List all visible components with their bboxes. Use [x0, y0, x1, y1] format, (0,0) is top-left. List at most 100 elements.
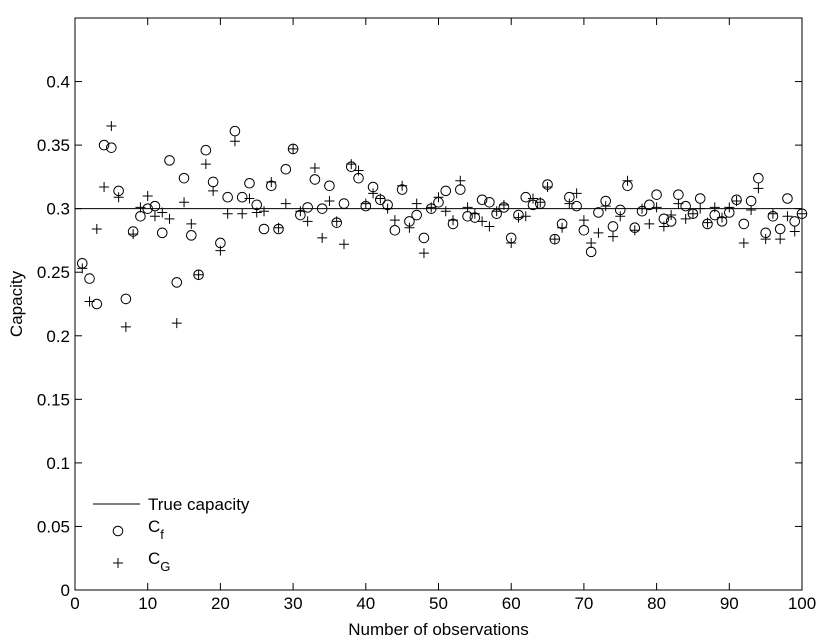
data-point-plus	[564, 198, 575, 209]
data-point-circle	[229, 125, 241, 137]
data-point-plus	[462, 202, 473, 213]
legend-label-true-capacity: True capacity	[148, 495, 250, 514]
data-point-plus	[506, 237, 517, 248]
data-point-circle	[389, 224, 401, 236]
y-tick-label: 0.15	[37, 390, 70, 409]
data-point-circle	[258, 223, 270, 235]
data-point-circle	[178, 172, 190, 184]
data-point-circle	[680, 200, 691, 212]
data-point-plus	[266, 176, 277, 187]
data-point-circle	[280, 163, 292, 175]
x-axis-title: Number of observations	[348, 620, 528, 639]
data-point-plus	[528, 193, 539, 204]
data-point-circle	[440, 185, 452, 197]
data-point-plus	[418, 248, 429, 259]
data-point-plus	[767, 208, 778, 219]
data-point-plus	[215, 245, 226, 256]
x-tick-label: 40	[356, 594, 375, 613]
data-point-circle	[200, 144, 212, 156]
data-point-plus	[600, 201, 611, 212]
data-point-plus	[731, 196, 742, 207]
y-tick-label: 0.05	[37, 517, 70, 536]
data-point-plus	[578, 215, 589, 226]
plot-frame	[74, 17, 803, 591]
data-point-plus	[513, 212, 524, 223]
data-point-plus	[535, 197, 546, 208]
data-point-plus	[651, 202, 662, 213]
x-tick-label: 10	[138, 594, 157, 613]
data-point-plus	[673, 198, 684, 209]
data-point-plus	[448, 215, 459, 226]
data-point-circle	[106, 142, 117, 153]
data-point-circle	[236, 191, 248, 203]
data-point-circle	[244, 177, 255, 189]
data-point-plus	[717, 212, 728, 223]
data-point-plus	[622, 175, 633, 186]
data-point-plus	[77, 263, 88, 274]
data-point-plus	[346, 159, 357, 170]
data-point-circle	[753, 172, 764, 184]
plot-area	[74, 17, 803, 591]
data-point-plus	[200, 159, 211, 170]
data-point-plus	[120, 321, 131, 332]
data-point-plus	[404, 222, 415, 233]
data-point-plus	[368, 188, 379, 199]
data-point-plus	[702, 217, 713, 228]
data-point-plus	[607, 231, 618, 242]
data-point-plus	[666, 210, 677, 221]
data-point-plus	[549, 234, 560, 245]
data-point-plus	[775, 234, 786, 245]
data-point-circle	[222, 191, 233, 203]
data-point-plus	[99, 182, 110, 193]
data-point-circle	[651, 189, 662, 200]
data-point-plus	[389, 215, 400, 226]
data-point-circle	[593, 207, 604, 218]
data-point-plus	[280, 198, 291, 209]
data-point-plus	[426, 202, 437, 213]
data-point-circle	[142, 203, 153, 214]
data-point-circle	[774, 223, 786, 235]
data-point-plus	[251, 207, 262, 218]
y-tick-label: 0.35	[37, 136, 70, 155]
x-tick-label: 100	[788, 594, 816, 613]
x-tick-label: 70	[574, 594, 593, 613]
data-point-plus	[331, 216, 342, 227]
data-point-plus	[542, 182, 553, 193]
data-point-circle	[164, 155, 175, 166]
data-point-plus	[658, 221, 669, 232]
data-point-plus	[91, 224, 102, 235]
data-point-plus	[353, 165, 364, 176]
data-point-plus	[157, 207, 168, 218]
data-point-plus	[557, 222, 568, 233]
legend-circle-marker	[112, 525, 124, 537]
data-point-circle	[484, 197, 495, 208]
data-layer	[75, 121, 808, 332]
data-point-plus	[571, 188, 582, 199]
data-point-circle	[607, 221, 619, 232]
data-point-plus	[317, 232, 328, 243]
data-point-circle	[186, 230, 197, 241]
x-tick-label: 0	[70, 594, 79, 613]
data-point-circle	[156, 227, 168, 239]
data-point-plus	[782, 211, 793, 222]
data-point-plus	[469, 208, 480, 219]
x-tick-label: 50	[429, 594, 448, 613]
data-point-circle	[171, 277, 183, 288]
data-point-circle	[316, 203, 328, 214]
data-point-plus	[360, 198, 371, 209]
data-point-plus	[113, 192, 124, 203]
data-point-plus	[208, 185, 219, 196]
legend: True capacity Cf CG	[93, 495, 250, 574]
legend-label-c-f: Cf	[148, 517, 164, 542]
data-point-plus	[135, 202, 146, 213]
y-tick-label: 0	[61, 581, 70, 600]
data-point-circle	[476, 194, 488, 206]
data-point-circle	[98, 139, 110, 151]
data-point-plus	[695, 203, 706, 214]
y-tick-label: 0.4	[46, 73, 70, 92]
data-point-plus	[687, 208, 698, 219]
x-tick-label: 90	[720, 594, 739, 613]
data-point-circle	[520, 191, 532, 203]
data-point-plus	[724, 202, 735, 213]
data-point-plus	[680, 213, 691, 224]
